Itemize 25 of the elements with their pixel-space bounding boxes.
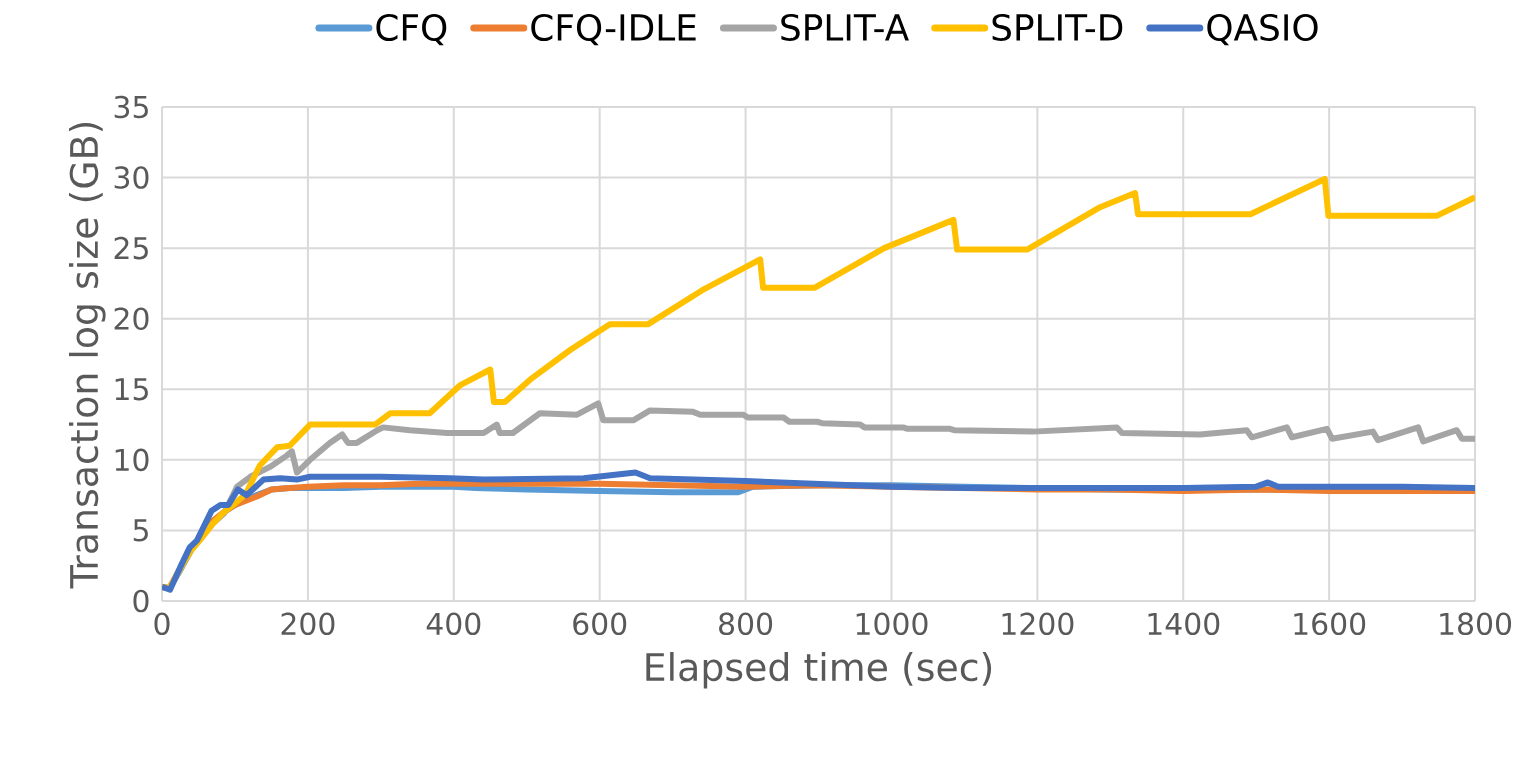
y-tick-label: 30 bbox=[114, 166, 149, 189]
y-axis-title: Transaction log size (GB) bbox=[68, 122, 106, 589]
legend-label: CFQ-IDLE bbox=[531, 13, 696, 46]
x-tick-label: 1800 bbox=[1440, 612, 1512, 636]
y-tick-label: 25 bbox=[114, 236, 148, 260]
y-tick-label: 0 bbox=[133, 589, 149, 613]
y-tick-label: 35 bbox=[114, 95, 148, 119]
y-tick-label: 20 bbox=[114, 307, 149, 331]
x-tick-label: 1200 bbox=[1002, 612, 1074, 636]
x-tick-label: 200 bbox=[281, 612, 335, 636]
legend-label: QASIO bbox=[1207, 13, 1318, 46]
x-tick-label: 600 bbox=[573, 612, 627, 636]
x-tick-label: 400 bbox=[426, 612, 481, 636]
x-tick-label: 1000 bbox=[856, 612, 928, 636]
x-tick-label: 800 bbox=[719, 612, 773, 636]
y-tick-label: 10 bbox=[115, 448, 149, 472]
x-tick-label: 0 bbox=[154, 612, 170, 636]
y-tick-label: 15 bbox=[115, 378, 148, 401]
y-tick-label: 5 bbox=[133, 519, 148, 542]
x-tick-label: 1600 bbox=[1294, 612, 1366, 636]
legend-label: CFQ bbox=[376, 13, 447, 46]
legend-label: SPLIT-D bbox=[992, 13, 1123, 41]
x-axis-title: Elapsed time (sec) bbox=[646, 651, 992, 689]
legend-label: SPLIT-A bbox=[781, 13, 909, 41]
x-tick-label: 1400 bbox=[1148, 612, 1220, 636]
